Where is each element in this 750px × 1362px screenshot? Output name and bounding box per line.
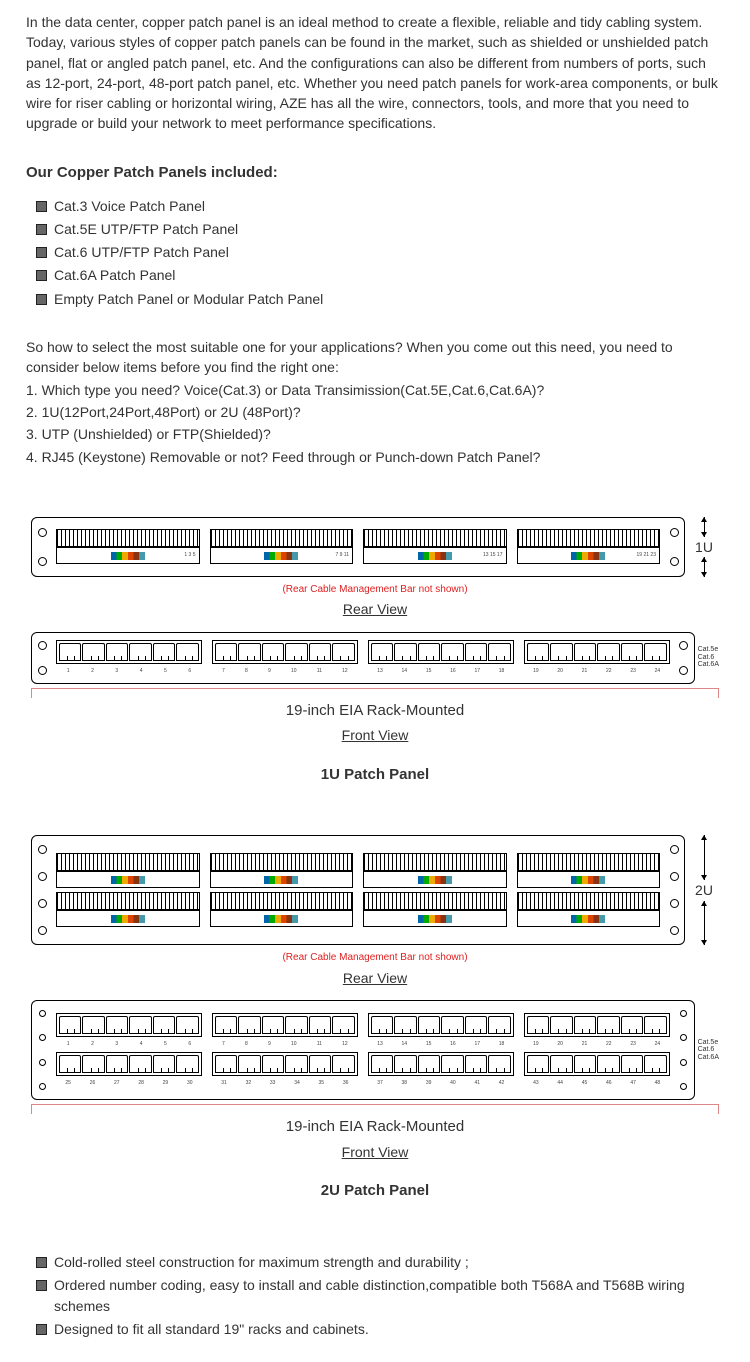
panel-name-2u: 2U Patch Panel [31, 1180, 719, 1202]
front-view-label-2u: Front View [31, 1142, 719, 1162]
height-label-1u: 1U [693, 537, 715, 557]
list-item: Cat.3 Voice Patch Panel [36, 196, 724, 216]
included-list: Cat.3 Voice Patch Panel Cat.5E UTP/FTP P… [26, 196, 724, 309]
height-label-2u: 2U [693, 880, 715, 900]
select-q1: 1. Which type you need? Voice(Cat.3) or … [26, 380, 724, 400]
rack-label-1u: 19-inch EIA Rack-Mounted [31, 700, 719, 722]
rear-view-label-2u: Rear View [31, 968, 719, 988]
panel-name-1u: 1U Patch Panel [31, 764, 719, 786]
select-q3: 3. UTP (Unshielded) or FTP(Shielded)? [26, 424, 724, 444]
rear-note-1u: (Rear Cable Management Bar not shown) [31, 583, 719, 598]
rear-view-label-1u: Rear View [31, 599, 719, 619]
list-item: Cat.5E UTP/FTP Patch Panel [36, 219, 724, 239]
list-item: Cold-rolled steel construction for maxim… [36, 1252, 724, 1272]
list-item: Cat.6 UTP/FTP Patch Panel [36, 242, 724, 262]
front-view-label-1u: Front View [31, 725, 719, 745]
panel-1u-diagram: 1 3 5 7 9 11 13 15 17 19 21 23 1U (Rear … [31, 517, 719, 786]
intro-paragraph: In the data center, copper patch panel i… [26, 12, 724, 134]
cat-labels-1u: Cat.5e Cat.6 Cat.6A [695, 632, 719, 684]
list-item: Cat.6A Patch Panel [36, 265, 724, 285]
cat-labels-2u: Cat.5e Cat.6 Cat.6A [695, 1000, 719, 1100]
list-item: Ordered number coding, easy to install a… [36, 1275, 724, 1316]
features-list: Cold-rolled steel construction for maxim… [26, 1252, 724, 1339]
selection-block: So how to select the most suitable one f… [26, 337, 724, 467]
select-q2: 2. 1U(12Port,24Port,48Port) or 2U (48Por… [26, 402, 724, 422]
panel-2u-diagram: 2U (Rear Cable Management Bar not shown)… [31, 835, 719, 1202]
select-intro: So how to select the most suitable one f… [26, 337, 724, 378]
list-item: Empty Patch Panel or Modular Patch Panel [36, 289, 724, 309]
rear-note-2u: (Rear Cable Management Bar not shown) [31, 951, 719, 966]
rack-label-2u: 19-inch EIA Rack-Mounted [31, 1116, 719, 1138]
included-title: Our Copper Patch Panels included: [26, 162, 724, 184]
select-q4: 4. RJ45 (Keystone) Removable or not? Fee… [26, 447, 724, 467]
list-item: Designed to fit all standard 19" racks a… [36, 1319, 724, 1339]
